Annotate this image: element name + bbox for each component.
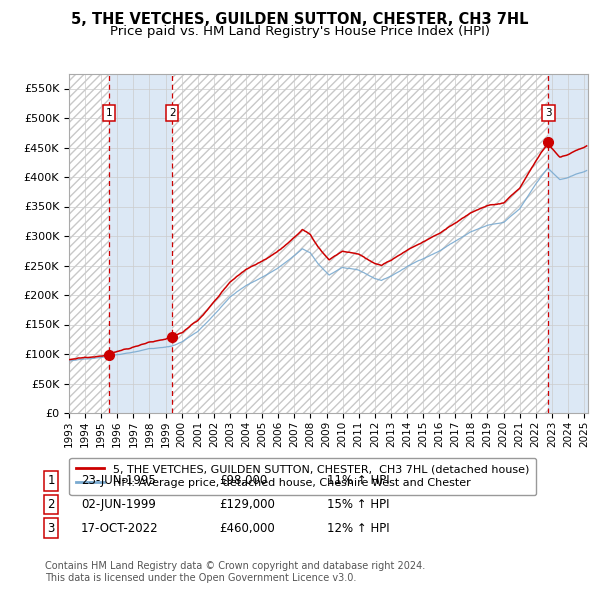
Text: £460,000: £460,000 xyxy=(219,522,275,535)
Text: £98,000: £98,000 xyxy=(219,474,267,487)
Text: 3: 3 xyxy=(47,522,55,535)
Bar xyxy=(69,74,109,413)
Text: 1: 1 xyxy=(47,474,55,487)
Text: Price paid vs. HM Land Registry's House Price Index (HPI): Price paid vs. HM Land Registry's House … xyxy=(110,25,490,38)
Text: 11% ↑ HPI: 11% ↑ HPI xyxy=(327,474,389,487)
Bar xyxy=(548,74,588,413)
Text: 15% ↑ HPI: 15% ↑ HPI xyxy=(327,498,389,511)
Text: £129,000: £129,000 xyxy=(219,498,275,511)
Text: 3: 3 xyxy=(545,108,552,118)
Text: 5, THE VETCHES, GUILDEN SUTTON, CHESTER, CH3 7HL: 5, THE VETCHES, GUILDEN SUTTON, CHESTER,… xyxy=(71,12,529,27)
Text: 02-JUN-1999: 02-JUN-1999 xyxy=(81,498,156,511)
Bar xyxy=(172,74,548,413)
Legend: 5, THE VETCHES, GUILDEN SUTTON, CHESTER,  CH3 7HL (detached house), HPI: Average: 5, THE VETCHES, GUILDEN SUTTON, CHESTER,… xyxy=(70,458,536,495)
Text: 1: 1 xyxy=(106,108,112,118)
Bar xyxy=(109,74,172,413)
Text: 17-OCT-2022: 17-OCT-2022 xyxy=(81,522,158,535)
Bar xyxy=(69,74,109,413)
Text: Contains HM Land Registry data © Crown copyright and database right 2024.
This d: Contains HM Land Registry data © Crown c… xyxy=(45,561,425,583)
Text: 23-JUN-1995: 23-JUN-1995 xyxy=(81,474,156,487)
Text: 2: 2 xyxy=(47,498,55,511)
Text: 2: 2 xyxy=(169,108,176,118)
Text: 12% ↑ HPI: 12% ↑ HPI xyxy=(327,522,389,535)
Bar xyxy=(172,74,548,413)
